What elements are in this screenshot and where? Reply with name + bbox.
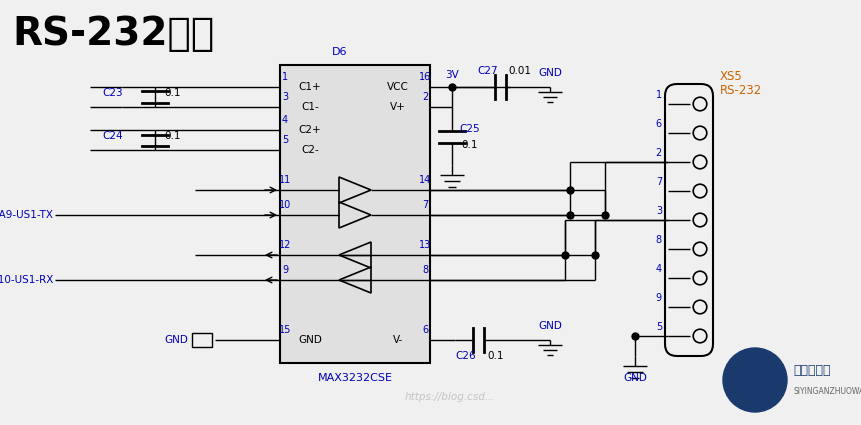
Text: D6: D6 <box>331 47 347 57</box>
Text: RS-232: RS-232 <box>719 85 761 97</box>
Text: 5: 5 <box>282 135 288 145</box>
Bar <box>192 333 212 347</box>
Text: GND: GND <box>537 321 561 331</box>
Text: 8: 8 <box>421 265 428 275</box>
Text: C23: C23 <box>102 88 123 98</box>
Text: 4: 4 <box>655 264 661 274</box>
Text: 0.1: 0.1 <box>487 351 504 361</box>
Text: GND: GND <box>623 373 647 383</box>
Text: 7: 7 <box>655 177 661 187</box>
Text: VCC: VCC <box>387 82 408 92</box>
Text: XS5: XS5 <box>719 71 742 83</box>
Text: RS-232通信: RS-232通信 <box>12 15 214 53</box>
Text: C2-: C2- <box>300 145 319 155</box>
Text: 3V: 3V <box>444 70 458 80</box>
Text: PA10-US1-RX: PA10-US1-RX <box>0 275 53 285</box>
Text: 1: 1 <box>655 90 661 100</box>
Text: C25: C25 <box>459 124 480 134</box>
Text: GND: GND <box>298 335 321 345</box>
Text: 2: 2 <box>421 92 428 102</box>
Text: 12: 12 <box>278 240 291 250</box>
Text: C27: C27 <box>477 66 498 76</box>
Text: 0.01: 0.01 <box>508 66 531 76</box>
FancyBboxPatch shape <box>664 84 712 356</box>
Text: 14: 14 <box>418 175 430 185</box>
Text: C2+: C2+ <box>299 125 321 135</box>
Text: 1: 1 <box>282 72 288 82</box>
Text: 3: 3 <box>655 206 661 216</box>
Bar <box>280 65 430 363</box>
Text: PA9-US1-TX: PA9-US1-TX <box>0 210 53 220</box>
Text: 0.1: 0.1 <box>164 131 181 141</box>
Text: 6: 6 <box>421 325 428 335</box>
Text: https://blog.csd...: https://blog.csd... <box>404 392 495 402</box>
Text: 9: 9 <box>282 265 288 275</box>
Text: GND: GND <box>164 335 188 345</box>
Text: 3: 3 <box>282 92 288 102</box>
Text: 0.1: 0.1 <box>164 88 181 98</box>
Text: 5: 5 <box>655 322 661 332</box>
Text: 7: 7 <box>421 200 428 210</box>
Text: 13: 13 <box>418 240 430 250</box>
Text: C24: C24 <box>102 131 123 141</box>
Text: GND: GND <box>537 68 561 78</box>
Text: 2: 2 <box>655 148 661 158</box>
Text: SIYINGANZHUOWANG: SIYINGANZHUOWANG <box>792 388 861 397</box>
Text: 16: 16 <box>418 72 430 82</box>
Text: C1+: C1+ <box>299 82 321 92</box>
Text: 思盈安卓网: 思盈安卓网 <box>792 363 829 377</box>
Circle shape <box>722 348 786 412</box>
Text: 6: 6 <box>655 119 661 129</box>
Text: 15: 15 <box>278 325 291 335</box>
Text: MAX3232CSE: MAX3232CSE <box>317 373 392 383</box>
Text: V-: V- <box>393 335 403 345</box>
Text: 10: 10 <box>279 200 291 210</box>
Text: 8: 8 <box>655 235 661 245</box>
Text: C1-: C1- <box>300 102 319 112</box>
Text: 4: 4 <box>282 115 288 125</box>
Text: 0.1: 0.1 <box>461 140 478 150</box>
Text: V+: V+ <box>390 102 406 112</box>
Text: 9: 9 <box>655 293 661 303</box>
Text: 11: 11 <box>279 175 291 185</box>
Text: C26: C26 <box>455 351 476 361</box>
